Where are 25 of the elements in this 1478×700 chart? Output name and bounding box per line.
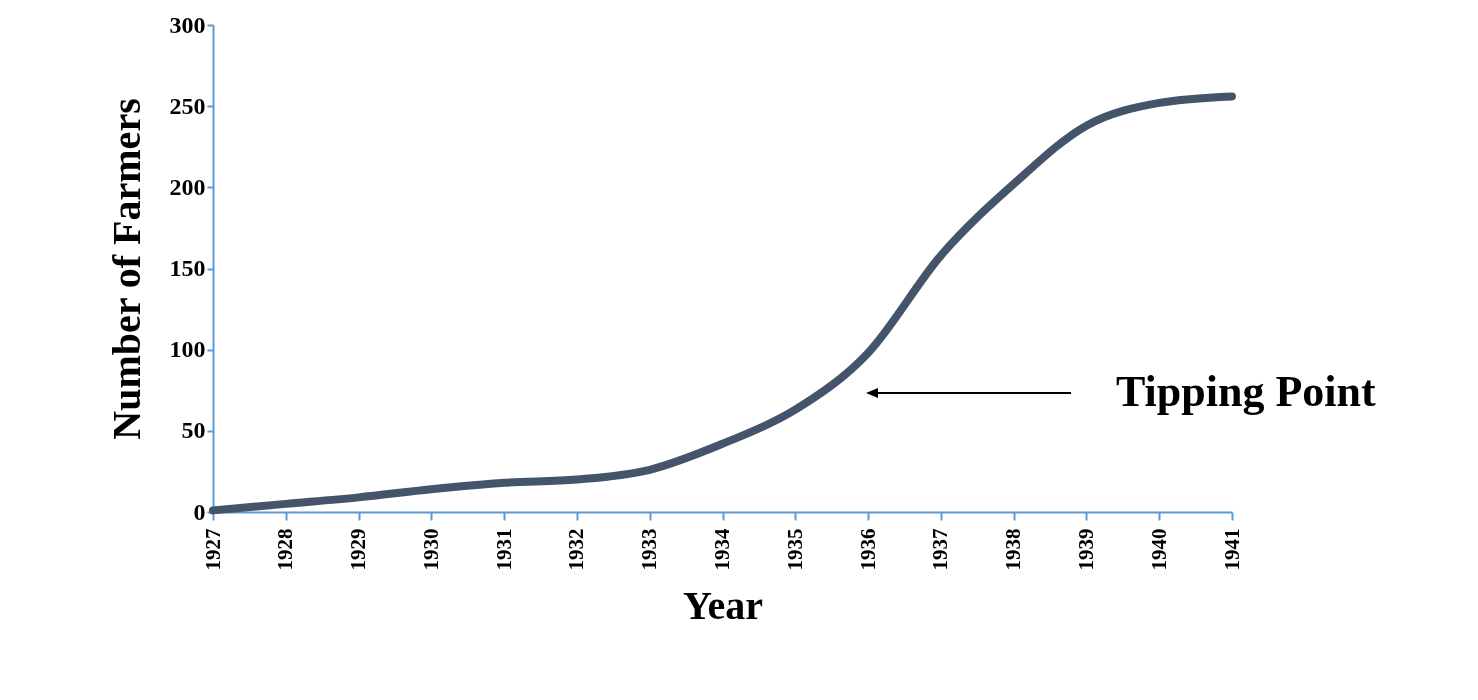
- x-tick-label: 1934: [710, 528, 734, 571]
- x-tick-label: 1932: [564, 528, 589, 571]
- x-tick-label: 1936: [855, 528, 880, 571]
- x-axis-title: Year: [683, 582, 763, 628]
- x-tick-label: 1930: [418, 528, 443, 571]
- x-tick-label: 1929: [346, 528, 371, 571]
- y-tick-label: 300: [169, 11, 206, 38]
- x-tick-label: 1941: [1219, 528, 1244, 571]
- x-tick-label: 1933: [637, 528, 662, 571]
- y-axis-title: Number of Farmers: [103, 98, 149, 440]
- x-tick-label: 1940: [1146, 528, 1171, 571]
- y-tick-label: 250: [169, 92, 206, 119]
- y-tick-label: 50: [181, 417, 206, 444]
- x-tick-label: 1935: [782, 528, 807, 571]
- annotation: Tipping Point: [1116, 367, 1376, 416]
- x-tick-label: 1937: [928, 528, 953, 571]
- x-tick-label: 1927: [200, 528, 225, 571]
- x-tick-label: 1928: [273, 528, 298, 571]
- y-tick-label: 200: [169, 173, 206, 200]
- x-tick-label: 1939: [1073, 528, 1098, 571]
- x-tick-label: 1938: [1001, 528, 1026, 571]
- y-tick-label: 0: [193, 498, 206, 525]
- x-tick-label: 1931: [491, 528, 516, 571]
- y-tick-label: 100: [169, 336, 206, 363]
- y-tick-label: 150: [169, 255, 206, 281]
